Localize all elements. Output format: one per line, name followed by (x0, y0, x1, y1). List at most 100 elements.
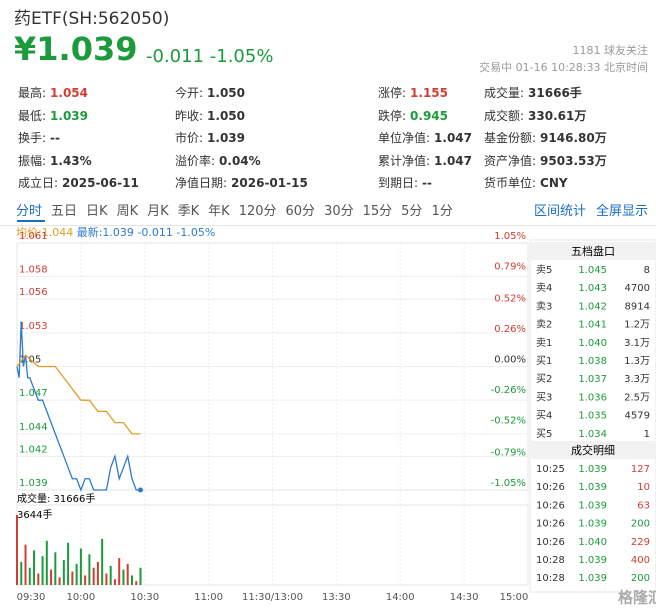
cell-price: 1.039 (578, 482, 607, 493)
volume-bar (139, 567, 142, 585)
cell-price: 1.039 (578, 573, 607, 584)
cell-price: 1.039 (578, 555, 607, 566)
cell-label: 买2 (536, 373, 552, 385)
cell-price: 1.037 (578, 374, 607, 385)
volume-title: 成交量: 31666手 (17, 492, 95, 505)
cell-volume: 1.3万 (624, 356, 650, 367)
cell-volume: 200 (631, 519, 650, 530)
volume-bar (45, 540, 48, 585)
tab[interactable]: 5分 (401, 204, 423, 219)
volume-bar (54, 552, 57, 585)
stat: 换手: -- (18, 129, 60, 146)
tab-underline (17, 220, 45, 222)
cell-volume: 4700 (625, 283, 650, 294)
stat-label: 换手: (18, 131, 47, 145)
y2-tick-label: 1.05% (494, 231, 526, 242)
y-tick-label: 1.044 (19, 422, 48, 433)
tab-link[interactable]: 区间统计 (533, 204, 586, 219)
volume-bar (84, 575, 87, 585)
y2-tick-label: -1.05% (491, 478, 526, 489)
cell-label: 10:26 (536, 537, 565, 548)
stat-value: 1.039 (50, 108, 89, 123)
cell-label: 10:28 (536, 573, 565, 584)
y-tick-label: 1.061 (19, 231, 48, 242)
cell-volume: 400 (631, 555, 650, 566)
cell-label: 卖3 (536, 300, 552, 312)
stat-label: 昨收: (175, 108, 204, 123)
volume-bar (50, 569, 53, 585)
cell-volume: 8914 (625, 301, 650, 312)
volume-bar (92, 567, 95, 585)
stat-label: 跌停: (378, 108, 407, 123)
title: 药ETF(SH:562050) (14, 9, 170, 29)
stat-label: 货币单位: (484, 176, 537, 190)
stat-label: 资产净值: (484, 153, 537, 168)
stat-label: 到期日: (378, 176, 419, 190)
cell-label: 卖5 (536, 264, 552, 276)
cell-volume: 1.2万 (624, 320, 650, 331)
stat: 成立日: 2025-06-11 (18, 174, 139, 191)
tab[interactable]: 周K (116, 204, 139, 219)
legend-latest: 最新:1.039 -0.011 -1.05% (76, 226, 216, 239)
x-tick-label: 15:00 (500, 592, 529, 603)
tab[interactable]: 年K (208, 204, 230, 219)
cell-volume: 10 (637, 482, 650, 493)
panel-header (530, 441, 656, 459)
panel-title: 五档盘口 (571, 244, 615, 258)
volume-bar (58, 577, 61, 585)
tab-link[interactable]: 全屏显示 (595, 204, 648, 219)
status: 交易中 01-16 10:28:33 北京时间 (479, 61, 648, 74)
stat: 单位净值: 1.047 (378, 129, 472, 146)
cell-volume: 127 (631, 464, 650, 475)
stat-label: 溢价率: (175, 153, 216, 168)
stat-label: 单位净值: (378, 131, 431, 145)
stat: 最高: 1.054 (18, 84, 88, 101)
y-tick-label: 1.047 (19, 388, 48, 399)
tab[interactable]: 1分 (431, 204, 453, 219)
cell-volume: 3.1万 (624, 338, 650, 349)
stat-value: 1.050 (207, 108, 246, 123)
change: -0.011 (146, 46, 205, 67)
volume-bar (96, 561, 99, 585)
tab[interactable]: 五日 (51, 204, 78, 219)
volume-bar (41, 556, 44, 585)
cell-price: 1.039 (578, 519, 607, 530)
tab[interactable]: 分时 (16, 204, 43, 219)
tab[interactable]: 30分 (324, 204, 354, 219)
y-tick-label: 1.053 (19, 321, 48, 332)
stat-label: 基金份额: (484, 131, 537, 145)
cell-label: 10:25 (536, 464, 565, 475)
stat: 最低: 1.039 (18, 107, 88, 124)
stat-value: 2025-06-11 (62, 176, 139, 190)
stat-value: 330.61万 (528, 108, 587, 123)
y2-tick-label: 0.79% (494, 262, 526, 273)
stat: 涨停: 1.155 (378, 84, 448, 101)
last-point (137, 487, 143, 493)
cell-label: 10:28 (536, 555, 565, 566)
tab[interactable]: 120分 (238, 204, 277, 219)
tab[interactable]: 月K (147, 204, 169, 219)
stat-label: 涨停: (378, 86, 407, 100)
tab-links: 区间统计 全屏显示 (524, 200, 648, 219)
cell-label: 10:26 (536, 500, 565, 511)
y-tick-label: 3644手 (17, 508, 52, 521)
tab[interactable]: 季K (177, 204, 200, 219)
cell-volume: 1 (644, 429, 650, 440)
volume-bar (118, 558, 121, 585)
stat-label: 最低: (18, 108, 47, 123)
tabs: 分时 五日 日K 周K 月K 季K 年K 120分 60分 30分 15分 5分 1分 (16, 200, 462, 219)
tab[interactable]: 60分 (285, 204, 316, 219)
volume-bar (113, 579, 116, 585)
tab[interactable]: 日K (86, 204, 108, 219)
cell-label: 买5 (536, 428, 552, 440)
change-pct: -1.05% (209, 46, 274, 67)
divider (0, 225, 656, 226)
volume-bar (109, 565, 112, 585)
tab[interactable]: 15分 (362, 204, 393, 219)
stat: 溢价率: 0.04% (175, 152, 261, 169)
cell-price: 1.034 (578, 429, 607, 440)
stat-value: 1.43% (50, 153, 92, 168)
volume-bar (24, 544, 27, 585)
cell-label: 10:26 (536, 482, 565, 493)
volume-bar (135, 581, 138, 585)
